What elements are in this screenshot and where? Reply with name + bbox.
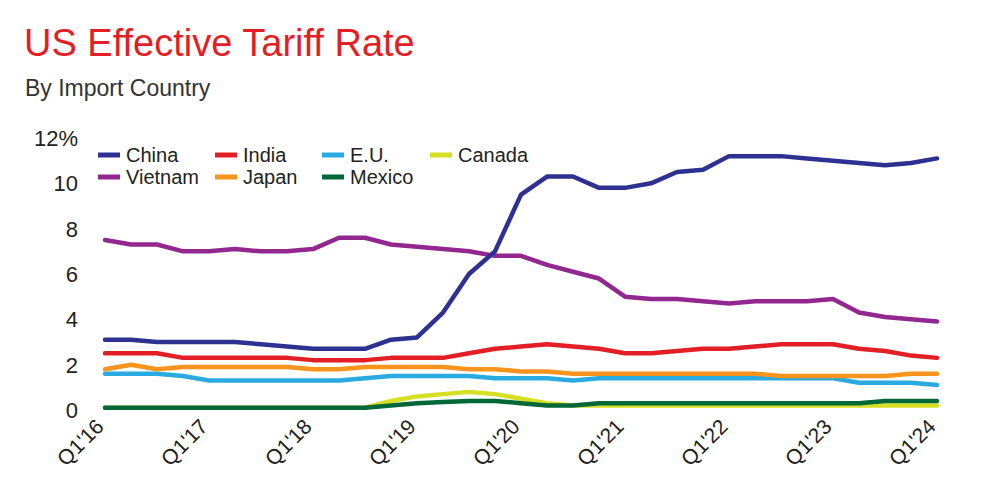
y-tick (84, 183, 90, 184)
legend: ChinaVietnam IndiaJapan E.U.Mexico Canada (98, 144, 529, 188)
legend-swatch (98, 175, 120, 180)
legend-label: Japan (243, 166, 298, 188)
title: US Effective Tariff Rate (24, 22, 415, 64)
y-tick (84, 319, 90, 320)
x-tick-label: Q1'16 (52, 415, 107, 470)
legend-label: E.U. (350, 144, 389, 166)
legend-label: China (126, 144, 179, 166)
x-tick-label: Q1'19 (364, 415, 419, 470)
series-line (105, 401, 937, 408)
series-line (105, 156, 937, 349)
legend-swatch (215, 153, 237, 158)
x-tick-label: Q1'24 (884, 414, 940, 470)
y-tick (84, 138, 90, 139)
legend-swatch (430, 153, 452, 158)
x-tick-label: Q1'18 (260, 415, 315, 470)
y-tick (84, 364, 90, 365)
x-tick-label: Q1'23 (780, 415, 835, 470)
series-line (105, 344, 937, 360)
legend-swatch (322, 175, 344, 180)
series-line (105, 365, 937, 376)
legend-label: Canada (458, 144, 529, 166)
legend-label: India (243, 144, 287, 166)
chart: US Effective Tariff Rate By Import Countr… (0, 0, 990, 504)
plot-area (105, 156, 937, 408)
series-line (105, 392, 937, 408)
y-tick (84, 410, 90, 411)
y-tick-label: 12% (34, 126, 78, 151)
y-tick-label: 0 (66, 398, 78, 423)
y-tick-label: 2 (66, 353, 78, 378)
legend-label: Mexico (350, 166, 413, 188)
y-tick-label: 8 (66, 217, 78, 242)
legend-swatch (98, 153, 120, 158)
legend-label: Vietnam (126, 166, 199, 188)
x-tick-label: Q1'20 (468, 415, 523, 470)
subtitle: By Import Country (25, 75, 211, 101)
y-tick-label: 6 (66, 262, 78, 287)
legend-swatch (322, 153, 344, 158)
y-tick (84, 274, 90, 275)
series-line (105, 238, 937, 322)
x-tick-label: Q1'21 (572, 415, 627, 470)
legend-swatch (215, 175, 237, 180)
x-tick-label: Q1'17 (156, 415, 211, 470)
y-tick-label: 4 (66, 307, 78, 332)
y-tick (84, 228, 90, 229)
x-tick-label: Q1'22 (676, 415, 731, 470)
y-tick-label: 10 (54, 171, 78, 196)
